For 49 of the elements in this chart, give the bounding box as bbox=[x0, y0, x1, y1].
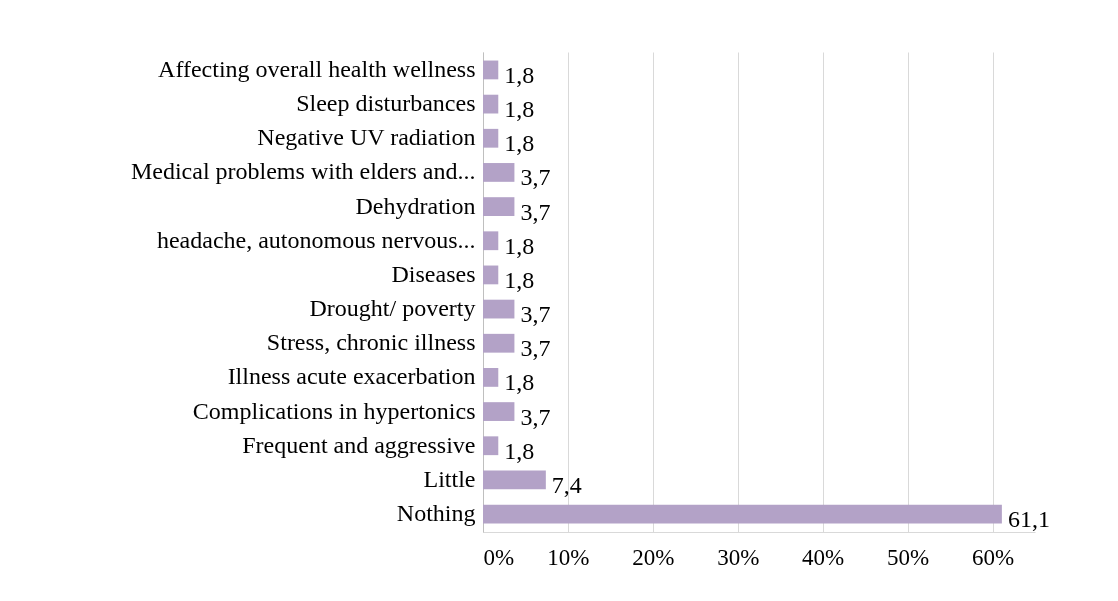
x-tick-label: 30% bbox=[717, 544, 760, 570]
y-tick-label: Sleep disturbances bbox=[296, 90, 476, 117]
x-tick-label: 20% bbox=[632, 544, 675, 570]
data-label: 1,8 bbox=[504, 369, 535, 396]
data-label: 1,8 bbox=[504, 96, 535, 123]
bar bbox=[483, 402, 515, 421]
y-tick-label: headache, autonomous nervous... bbox=[156, 226, 476, 253]
bar bbox=[483, 299, 515, 319]
x-tick-label: 0% bbox=[483, 544, 515, 570]
data-label: 1,8 bbox=[504, 232, 535, 259]
y-tick-label: Frequent and aggressive bbox=[242, 431, 476, 458]
y-tick-label: Drought/ poverty bbox=[309, 295, 476, 322]
bar bbox=[483, 265, 499, 285]
y-tick-label: Medical problems with elders and... bbox=[130, 158, 476, 185]
data-label: 7,4 bbox=[551, 471, 582, 498]
x-tick-label: 50% bbox=[887, 544, 930, 570]
data-label: 3,7 bbox=[520, 335, 551, 362]
bar bbox=[483, 60, 499, 80]
y-tick-label: Negative UV radiation bbox=[257, 124, 476, 151]
bar bbox=[483, 163, 515, 182]
y-tick-label: Dehydration bbox=[355, 192, 476, 219]
bar bbox=[483, 333, 515, 353]
bar bbox=[483, 94, 499, 114]
y-tick-label: Complications in hypertonics bbox=[192, 397, 476, 424]
data-label: 3,7 bbox=[520, 301, 551, 328]
x-tick-label: 10% bbox=[547, 544, 590, 570]
data-label: 3,7 bbox=[520, 198, 551, 225]
y-tick-label: Little bbox=[423, 465, 476, 492]
x-tick-label: 40% bbox=[802, 544, 845, 570]
bar bbox=[483, 470, 546, 490]
y-tick-label: Stress, chronic illness bbox=[266, 329, 476, 356]
bar bbox=[483, 368, 499, 387]
x-tick-label: 60% bbox=[971, 544, 1015, 570]
y-tick-label: Affecting overall health wellness bbox=[158, 55, 476, 82]
bar bbox=[483, 128, 499, 148]
bar bbox=[483, 504, 1002, 524]
data-label: 3,7 bbox=[520, 403, 551, 430]
data-label: 3,7 bbox=[520, 164, 551, 191]
bar bbox=[483, 231, 499, 251]
data-label: 1,8 bbox=[504, 130, 535, 157]
data-label: 1,8 bbox=[504, 61, 535, 88]
data-label: 1,8 bbox=[504, 437, 535, 464]
data-label: 1,8 bbox=[504, 266, 535, 293]
bar bbox=[483, 436, 499, 456]
y-tick-label: Nothing bbox=[396, 500, 476, 527]
bar bbox=[483, 197, 515, 216]
data-label: 61,1 bbox=[1007, 506, 1050, 533]
y-tick-label: Diseases bbox=[391, 260, 476, 287]
y-tick-label: Illness acute exacerbation bbox=[227, 363, 476, 390]
